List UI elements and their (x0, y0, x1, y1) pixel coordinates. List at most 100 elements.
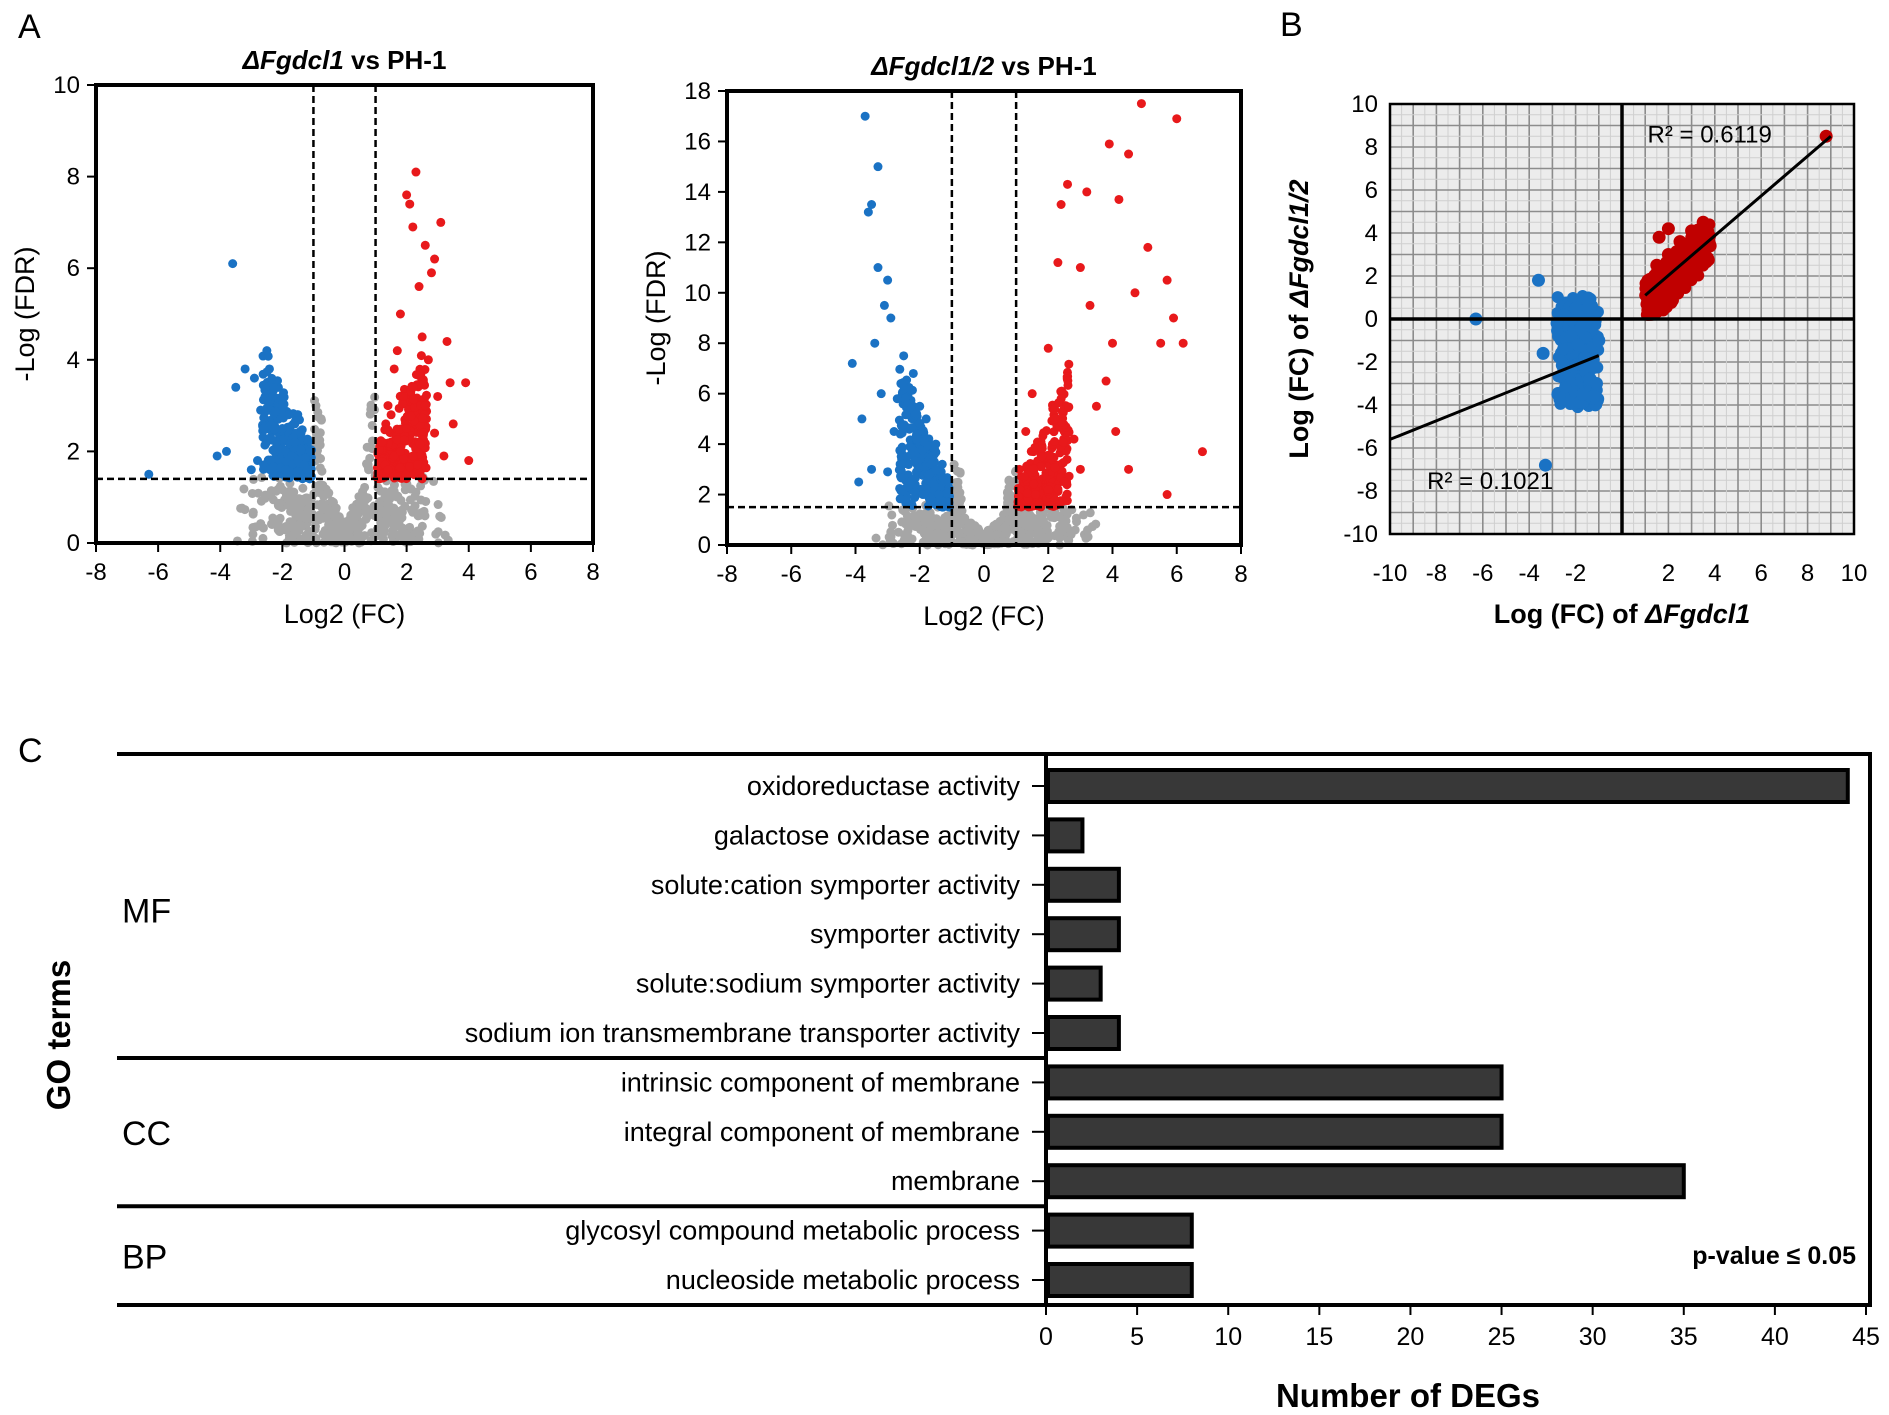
data-point-down (1589, 377, 1603, 390)
x-tick-label: 20 (1397, 1323, 1425, 1351)
data-point-down (1551, 291, 1564, 304)
data-point-up (1643, 273, 1657, 287)
data-point-down (246, 465, 256, 475)
data-point-up (430, 428, 440, 438)
data-point-down (231, 382, 241, 392)
x-tick-label: 0 (338, 559, 351, 586)
x-tick-label: -8 (85, 559, 106, 586)
data-point-down (1538, 458, 1552, 472)
data-point-up (1178, 338, 1188, 348)
data-point-down (280, 446, 290, 456)
data-point-up (1819, 129, 1833, 143)
title-rest-part: vs PH-1 (344, 45, 447, 75)
data-point-down (892, 394, 902, 404)
data-point-up (1034, 498, 1044, 508)
ns-point (291, 525, 301, 535)
x-tick-label: 8 (1801, 560, 1814, 587)
series-up (372, 167, 474, 484)
ns-point (1062, 522, 1072, 532)
ns-point (376, 518, 386, 528)
ns-point (396, 495, 406, 505)
data-point-down (886, 313, 896, 323)
y-axis-label-italic: ΔFgdcl1/2 (1284, 179, 1314, 308)
x-tick-label: -10 (1373, 560, 1408, 587)
data-point-down (1592, 334, 1606, 347)
data-point-up (1652, 230, 1666, 244)
data-point-up (1162, 490, 1172, 500)
ns-point (954, 491, 964, 501)
bar (1046, 1015, 1121, 1051)
ns-point (239, 484, 249, 494)
ns-point (951, 524, 961, 534)
data-point-up (419, 378, 429, 388)
ns-point (361, 514, 371, 524)
y-tick-label: 6 (1365, 177, 1378, 204)
plot-frame (1388, 102, 1856, 536)
ns-point (920, 518, 930, 528)
data-point-down (910, 493, 920, 503)
data-point-down (300, 453, 310, 463)
ns-point (382, 488, 392, 498)
data-point-up (420, 240, 430, 250)
data-point-down (256, 405, 266, 415)
x-tick-label: 2 (400, 559, 413, 586)
data-point-down (258, 432, 268, 442)
volcano-plot-fgdcl1-2: ΔFgdcl1/2 vs PH-1 -8 -6 -4 -2 0 2 4 6 8 0 2 4 6 8 10 12 1… (641, 51, 1248, 631)
ns-point (436, 512, 446, 522)
data-point-down (867, 200, 877, 209)
group-label-cc: CC (122, 1115, 171, 1153)
ns-point (353, 527, 363, 537)
data-point-up (1046, 501, 1056, 511)
ns-point (389, 486, 399, 496)
data-point-up (423, 355, 433, 365)
x-tick-label: -6 (1472, 560, 1493, 587)
x-tick-label: 0 (1039, 1323, 1053, 1351)
data-point-up (414, 282, 424, 292)
data-point-up (1701, 253, 1714, 266)
ns-point (1087, 522, 1097, 532)
data-point-up (1041, 426, 1051, 436)
panel-label-a: A (18, 8, 41, 46)
data-point-up (426, 268, 436, 278)
data-point-up (1064, 402, 1074, 412)
data-point-down (906, 423, 916, 433)
data-point-up (1050, 463, 1060, 473)
data-point-up (1665, 296, 1678, 309)
correlation-plot: R² = 0.1021 R² = 0.6119 -10 -8 -6 -4 -2 2 4 6 8 10 -… (1284, 91, 1867, 629)
data-point-up (1114, 194, 1124, 204)
x-tick-label: 2 (1042, 561, 1055, 588)
trendline-up (1644, 135, 1832, 297)
data-point-up (383, 401, 393, 411)
ns-point (297, 510, 307, 520)
x-tick-label: 4 (462, 559, 475, 586)
data-point-up (399, 391, 409, 401)
x-axis-label-italic: ΔFgdcl1 (1644, 599, 1750, 629)
r-squared-down: R² = 0.1021 (1427, 468, 1553, 495)
bar (1046, 1212, 1194, 1249)
data-point-up (430, 254, 440, 264)
data-point-down (901, 410, 911, 420)
data-point-down (296, 428, 306, 438)
y-tick-label: 2 (698, 482, 711, 509)
ns-point (295, 503, 305, 513)
data-point-down (876, 389, 886, 399)
data-point-down (290, 419, 300, 429)
data-point-down (883, 275, 893, 285)
category-label: solute:cation symporter activity (651, 870, 1021, 900)
data-point-up (408, 382, 418, 392)
data-point-up (1063, 380, 1073, 390)
ns-point (256, 496, 266, 506)
data-point-down (919, 437, 929, 447)
data-point-up (1689, 269, 1702, 282)
data-point-down (929, 479, 939, 489)
data-point-up (418, 413, 428, 423)
ns-point (1054, 527, 1064, 537)
data-point-down (269, 383, 279, 393)
data-point-up (1043, 343, 1053, 353)
data-point-down (1571, 338, 1585, 352)
data-point-up (1037, 443, 1047, 453)
data-point-up (386, 410, 396, 420)
data-point-down (931, 439, 941, 449)
ns-point (240, 505, 250, 515)
x-tick-label: -6 (781, 561, 802, 588)
